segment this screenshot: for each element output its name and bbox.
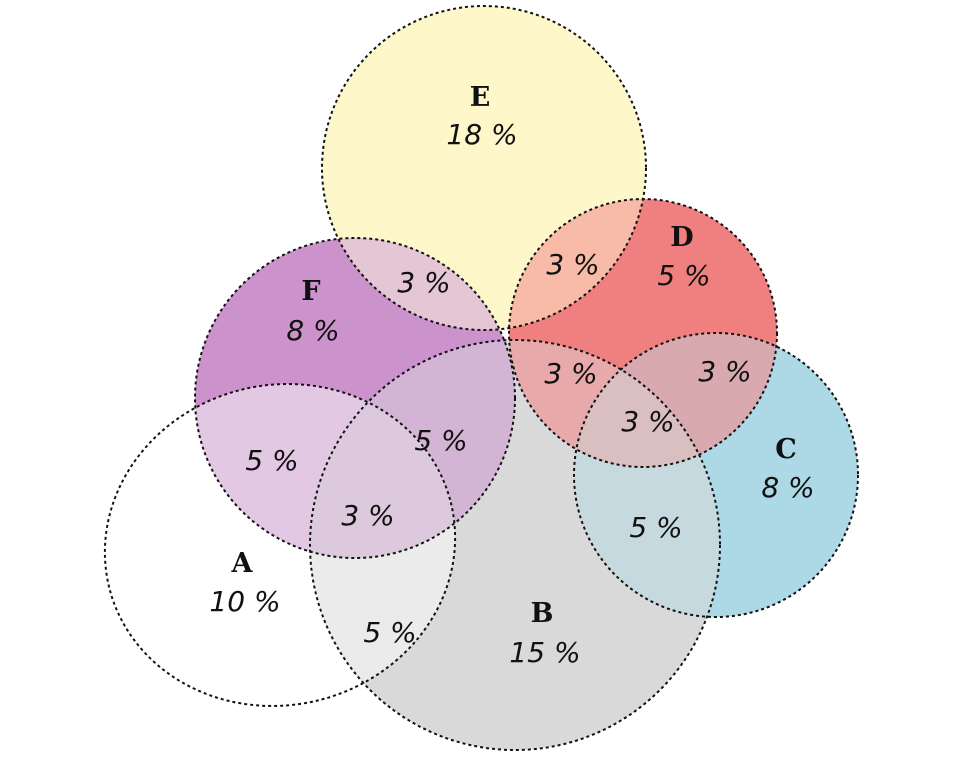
- region-fills: [104, 6, 858, 750]
- set-f-e-overlap-fill: [322, 238, 515, 330]
- set-e-outline: [321, 5, 647, 331]
- set-f-label: F: [301, 276, 320, 307]
- intersection-e-f-value: 3 %: [397, 266, 450, 299]
- set-a-b-f-overlap-fill: [310, 384, 456, 558]
- set-a-value: 10 %: [209, 585, 280, 618]
- intersection-labels: 3 % 3 % 5 % 5 % 3 % 5 % 3 % 3 % 3 % 5 %: [245, 248, 751, 649]
- intersection-a-f-value: 5 %: [245, 444, 298, 477]
- set-e-label: E: [470, 82, 491, 113]
- set-b-value: 15 %: [509, 636, 580, 669]
- intersection-a-b-f-value: 3 %: [341, 499, 394, 532]
- intersection-a-b-value: 5 %: [363, 616, 416, 649]
- set-f-value: 8 %: [286, 314, 339, 347]
- intersection-b-c-d-value: 3 %: [621, 405, 674, 438]
- set-a-label: A: [231, 548, 254, 579]
- set-b-outline: [309, 339, 721, 751]
- intersection-b-f-value: 5 %: [414, 424, 467, 457]
- set-a-outline: [103, 383, 457, 707]
- set-c-outline: [573, 332, 859, 618]
- set-f-outline: [194, 237, 516, 559]
- intersection-b-c-value: 5 %: [629, 511, 682, 544]
- intersection-c-d-value: 3 %: [698, 355, 751, 388]
- set-c-label: C: [775, 434, 797, 465]
- set-e-value: 18 %: [446, 118, 517, 151]
- set-e-d-overlap-fill: [509, 199, 646, 330]
- set-labels: E 18 % D 5 % F 8 % C 8 % A 10 % B 15 %: [209, 82, 814, 669]
- set-b-label: B: [531, 598, 554, 629]
- set-c-value: 8 %: [761, 471, 814, 504]
- intersection-e-d-value: 3 %: [546, 248, 599, 281]
- set-d-label: D: [670, 222, 693, 253]
- set-d-value: 5 %: [657, 259, 710, 292]
- set-outlines: [103, 5, 859, 751]
- intersection-b-d-value: 3 %: [544, 357, 597, 390]
